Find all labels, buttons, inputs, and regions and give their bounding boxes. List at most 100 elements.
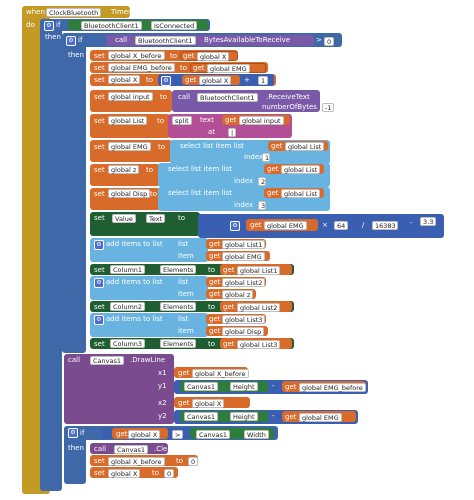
number-3-3[interactable]: 3.3	[420, 217, 436, 226]
var-dropdown[interactable]: global EMG	[264, 221, 307, 230]
column-dropdown[interactable]: Column2	[110, 302, 146, 311]
canvas-dropdown[interactable]: Canvas1	[90, 356, 124, 365]
index-number[interactable]: 1	[262, 153, 270, 162]
var-dropdown[interactable]: global X	[192, 399, 225, 408]
separator-text[interactable]: |	[228, 128, 237, 137]
if-bytes-block[interactable]	[62, 33, 86, 353]
set-z-block[interactable]	[90, 164, 160, 186]
var-dropdown[interactable]: global List	[281, 189, 321, 198]
column-dropdown[interactable]: Column1	[110, 265, 146, 274]
set-emg-before-block[interactable]	[90, 62, 268, 73]
compare-op-dropdown[interactable]: >	[172, 430, 184, 439]
var-dropdown[interactable]: global List3	[222, 315, 266, 324]
var-dropdown[interactable]: global EMG	[207, 64, 250, 73]
compare-block[interactable]	[102, 428, 276, 439]
width-dropdown[interactable]: Width	[244, 430, 269, 439]
add-items-block-1[interactable]	[90, 238, 208, 262]
var-dropdown[interactable]: global List2	[222, 278, 266, 287]
elements-dropdown[interactable]: Elements	[160, 339, 197, 348]
canvas-width-getter[interactable]	[190, 428, 274, 439]
zero-number[interactable]: 0	[324, 37, 334, 46]
split-dropdown[interactable]: split	[172, 116, 192, 125]
var-dropdown[interactable]: global X	[108, 469, 141, 478]
clock-component-dropdown[interactable]: ClockBluetooth	[46, 8, 102, 17]
var-dropdown[interactable]: global EMG	[222, 252, 265, 261]
gear-icon[interactable]: ⚙	[230, 221, 240, 231]
add-items-block-2[interactable]	[90, 276, 208, 300]
canvas-dropdown[interactable]: Canvas1	[184, 382, 218, 391]
get-label: get	[209, 327, 221, 335]
is-connected-dropdown[interactable]: IsConnected	[151, 21, 198, 30]
gear-icon[interactable]: ⚙	[94, 315, 104, 325]
canvas-dropdown[interactable]: Canvas1	[114, 445, 148, 454]
zero-number[interactable]: 0	[164, 469, 174, 478]
index-number[interactable]: 2	[258, 177, 266, 186]
canvas-dropdown[interactable]: Canvas1	[196, 430, 230, 439]
elements-dropdown[interactable]: Elements	[160, 265, 197, 274]
number-16383[interactable]: 16383	[372, 221, 398, 230]
var-dropdown[interactable]: global List1	[222, 240, 266, 249]
var-dropdown[interactable]: global X	[128, 430, 161, 439]
var-dropdown[interactable]: global z	[108, 165, 140, 174]
to-label: to	[158, 143, 166, 151]
var-dropdown[interactable]: global List1	[237, 266, 281, 275]
set-value-text-block[interactable]	[90, 212, 200, 236]
var-dropdown[interactable]: global EMG_before	[299, 383, 366, 392]
if-label: if	[78, 36, 83, 44]
var-dropdown[interactable]: global X_before	[108, 51, 165, 60]
var-dropdown[interactable]: global z	[222, 290, 254, 299]
var-dropdown[interactable]: global input	[108, 92, 153, 101]
draw-line-call[interactable]	[64, 354, 174, 424]
bluetooth-client-dropdown[interactable]: BluetoothClient1	[197, 93, 258, 102]
gear-icon[interactable]: ⚙	[66, 36, 76, 46]
height-dropdown[interactable]: Height	[230, 412, 258, 421]
index-number[interactable]: 3	[258, 201, 266, 210]
greater-than-op[interactable]: >	[316, 36, 322, 44]
value-component-dropdown[interactable]: Value	[112, 214, 136, 223]
gear-icon[interactable]: ⚙	[161, 76, 171, 86]
minus-one-number[interactable]: -1	[322, 103, 334, 112]
text-property-dropdown[interactable]: Text	[146, 214, 166, 223]
var-dropdown[interactable]: global Disp	[222, 327, 265, 336]
one-number[interactable]: 1	[258, 76, 268, 85]
var-dropdown[interactable]: global Disp	[108, 189, 151, 198]
var-dropdown[interactable]: global EMG	[299, 413, 342, 422]
gear-icon[interactable]: ⚙	[68, 428, 78, 438]
gear-icon[interactable]: ⚙	[94, 278, 104, 288]
bytes-available-call[interactable]	[106, 35, 314, 46]
add-items-block-3[interactable]	[90, 313, 208, 337]
height-dropdown[interactable]: Height	[230, 382, 258, 391]
var-dropdown[interactable]: global X	[108, 75, 141, 84]
var-dropdown[interactable]: global X	[199, 76, 232, 85]
var-dropdown[interactable]: global EMG_before	[108, 63, 175, 72]
if-width-block[interactable]	[64, 426, 86, 484]
gear-icon[interactable]: ⚙	[44, 21, 54, 31]
canvas-dropdown[interactable]: Canvas1	[184, 412, 218, 421]
zero-number[interactable]: 0	[188, 457, 198, 466]
column-dropdown[interactable]: Column3	[110, 339, 146, 348]
gear-icon[interactable]: ⚙	[94, 240, 104, 250]
var-dropdown[interactable]: global X_before	[108, 457, 165, 466]
var-dropdown[interactable]: global List	[285, 142, 325, 151]
var-dropdown[interactable]: global List	[108, 116, 148, 125]
canvas-height-getter[interactable]	[180, 411, 268, 422]
var-dropdown[interactable]: global X_before	[192, 369, 249, 378]
bytes-available-method: BytesAvailableToReceive	[204, 36, 291, 44]
minus-op: -	[410, 219, 413, 227]
get-label: get	[209, 315, 221, 323]
canvas-height-getter[interactable]	[180, 381, 268, 392]
var-dropdown[interactable]: global List	[281, 165, 321, 174]
bluetooth-client-dropdown[interactable]: BluetoothClient1	[135, 36, 196, 45]
var-dropdown[interactable]: global input	[239, 116, 284, 125]
var-dropdown[interactable]: global X	[197, 52, 230, 61]
item-label: item	[178, 327, 194, 335]
var-dropdown[interactable]: global EMG	[108, 142, 151, 151]
set-label: set	[94, 303, 105, 311]
var-dropdown[interactable]: global List3	[237, 340, 281, 349]
if-connected-block[interactable]	[40, 19, 62, 491]
bluetooth-client-dropdown[interactable]: BluetoothClient1	[81, 21, 142, 30]
elements-dropdown[interactable]: Elements	[160, 302, 197, 311]
var-dropdown[interactable]: global List2	[237, 303, 281, 312]
number-64[interactable]: 64	[334, 221, 348, 230]
